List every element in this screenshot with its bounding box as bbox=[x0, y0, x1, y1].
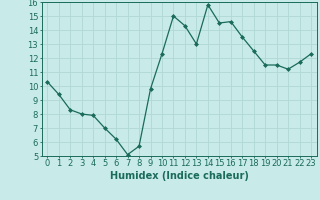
X-axis label: Humidex (Indice chaleur): Humidex (Indice chaleur) bbox=[110, 171, 249, 181]
